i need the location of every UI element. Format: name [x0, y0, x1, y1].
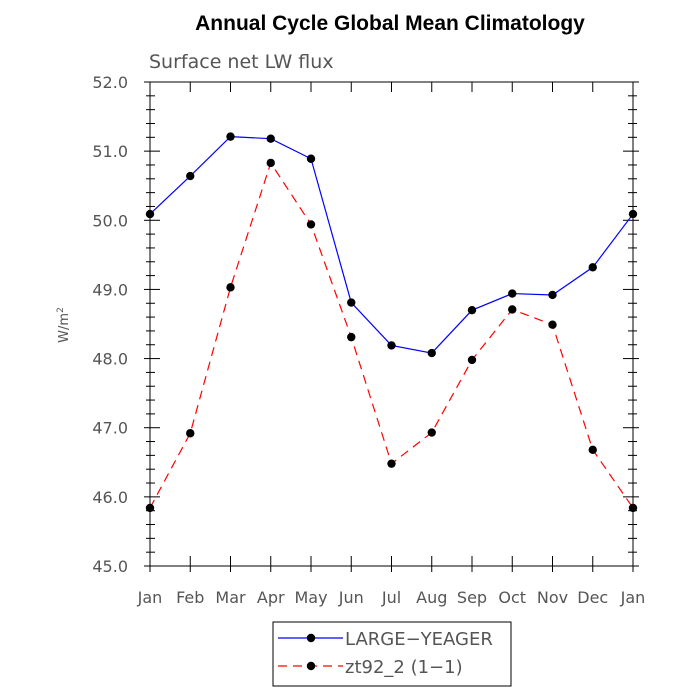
- y-axis-label: W/m2: [56, 307, 72, 343]
- x-tick-label: Nov: [537, 588, 568, 607]
- series-2-point: [588, 445, 597, 455]
- series-1-point: [226, 132, 235, 141]
- series-1-point: [588, 263, 597, 272]
- x-tick-label: May: [294, 588, 327, 607]
- x-tick-label: Jan: [137, 588, 163, 607]
- plot-area: 45.0 46.0 47.0 48.0 49.0 50.0 51.0 52.0 Jan Feb M…: [92, 73, 645, 607]
- x-axis: Jan Feb Mar Apr May Jun Jul Aug Sep Oct Nov Dec Jan: [137, 82, 646, 607]
- x-tick-label: Sep: [457, 588, 487, 607]
- x-tick-label: Oct: [498, 588, 526, 607]
- series-1-point: [347, 298, 356, 307]
- y-axis: 45.0 46.0 47.0 48.0 49.0 50.0 51.0 52.0: [92, 73, 639, 576]
- series-1-point: [467, 305, 477, 315]
- legend-label-1: LARGE−YEAGER: [345, 629, 493, 650]
- series-2-point: [548, 320, 557, 329]
- chart-subtitle: Surface net LW flux: [149, 51, 334, 73]
- y-tick-label: 45.0: [92, 557, 128, 576]
- y-tick-label: 50.0: [92, 211, 128, 230]
- x-tick-label: Jul: [381, 588, 401, 607]
- y-tick-label: 48.0: [92, 350, 128, 369]
- legend-marker-2: [306, 661, 316, 671]
- series-1-point: [387, 341, 396, 350]
- series-line-2: [149, 161, 634, 509]
- legend: LARGE−YEAGER zt92_2 (1−1): [272, 621, 512, 687]
- x-tick-label: Apr: [257, 588, 285, 607]
- y-tick-label: 49.0: [92, 280, 128, 299]
- y-tick-label: 47.0: [92, 419, 128, 438]
- legend-label-2: zt92_2 (1−1): [345, 657, 463, 678]
- y-tick-label: 46.0: [92, 488, 128, 507]
- x-tick-label: Aug: [416, 588, 447, 607]
- series-1-point: [306, 154, 316, 163]
- y-tick-label: 52.0: [92, 73, 128, 92]
- legend-marker-1: [306, 633, 316, 643]
- series-1-point: [427, 348, 436, 358]
- series-2-point: [186, 429, 195, 438]
- series-1-point: [266, 134, 275, 143]
- series-2-point: [508, 305, 517, 314]
- x-tick-label: Jan: [620, 588, 646, 607]
- legend-box: [272, 621, 512, 687]
- series-2-point: [347, 332, 356, 342]
- series-2-point: [467, 355, 477, 365]
- x-tick-label: Feb: [176, 588, 204, 607]
- series-2-point: [427, 428, 436, 437]
- series-2-point: [628, 503, 638, 513]
- plot-frame: [149, 81, 634, 567]
- series-1-point: [145, 209, 155, 219]
- series-1-point: [186, 171, 195, 181]
- series-2-point: [306, 220, 316, 229]
- series-2-point: [387, 459, 396, 468]
- series-1-point: [548, 290, 557, 300]
- y-tick-label: 51.0: [92, 142, 128, 161]
- x-tick-label: Mar: [215, 588, 246, 607]
- series-layer: [145, 132, 638, 513]
- series-1-point: [508, 289, 517, 298]
- series-line-1: [149, 136, 634, 354]
- x-tick-label: Dec: [577, 588, 608, 607]
- series-2-point: [266, 158, 275, 168]
- series-2-point: [226, 283, 235, 292]
- x-tick-label: Jun: [338, 588, 364, 607]
- series-2-point: [145, 503, 155, 513]
- series-1-point: [628, 209, 638, 219]
- chart-title: Annual Cycle Global Mean Climatology: [195, 12, 585, 35]
